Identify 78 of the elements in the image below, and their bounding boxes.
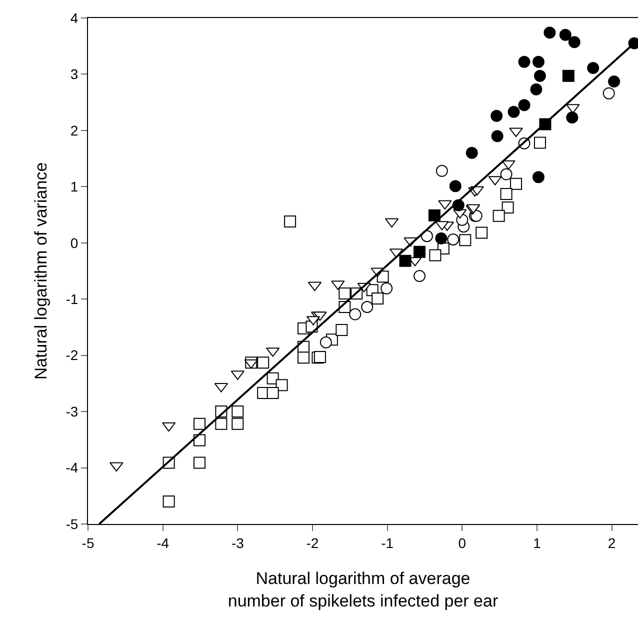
point [544, 26, 556, 39]
point [298, 352, 310, 364]
y-tick-label: 0 [70, 234, 78, 251]
y-tick-label: 3 [70, 66, 78, 82]
y-tick-label: 1 [70, 178, 78, 195]
point [562, 70, 574, 82]
x-tick-label: 1 [533, 534, 542, 551]
x-tick-label: 2 [608, 534, 616, 551]
y-tick-label: -5 [66, 516, 78, 532]
point [476, 226, 488, 239]
point [509, 128, 523, 138]
x-tick-label: -1 [381, 534, 394, 551]
point [257, 356, 270, 369]
point [435, 232, 448, 244]
point [568, 36, 580, 48]
x-tick-label: 0 [458, 534, 466, 551]
x-axis-title: Natural logarithm of average number of spikelets infected per ear [228, 569, 498, 610]
point [510, 178, 522, 190]
point [361, 300, 374, 313]
point [502, 160, 516, 170]
point [447, 234, 460, 246]
point [194, 456, 206, 469]
point [414, 246, 426, 258]
point [502, 201, 514, 214]
point [534, 70, 546, 82]
point [276, 379, 288, 392]
y-tick-label: -3 [66, 403, 78, 420]
point [162, 496, 175, 508]
point [438, 200, 452, 210]
point [492, 210, 505, 222]
point [194, 418, 206, 430]
point [232, 406, 244, 418]
point [338, 287, 351, 300]
point [532, 171, 544, 184]
point [380, 282, 393, 294]
point [459, 234, 472, 246]
x-tick-label: -4 [156, 534, 170, 551]
point [518, 99, 530, 112]
point [491, 130, 504, 142]
x-tick-label: -2 [306, 534, 319, 551]
point [399, 254, 412, 267]
y-tick-label: -2 [66, 347, 78, 364]
point [559, 28, 572, 41]
point [215, 418, 228, 430]
point [284, 216, 296, 228]
point [534, 136, 546, 149]
point [449, 180, 462, 192]
y-tick-label: 4 [70, 10, 78, 26]
y-tick-label: 2 [70, 122, 78, 138]
y-axis-title: Natural logarithm of variance [31, 162, 50, 380]
point [532, 56, 544, 68]
point [336, 324, 348, 336]
point [587, 62, 600, 74]
point [566, 112, 578, 124]
point [608, 76, 620, 88]
x-tick-label: -3 [231, 534, 244, 551]
point [602, 87, 615, 100]
point [518, 56, 530, 68]
point [530, 83, 542, 96]
point [372, 292, 384, 305]
point [428, 209, 440, 222]
point [266, 387, 279, 399]
point [490, 110, 503, 122]
point [414, 270, 426, 282]
x-tick-label: -5 [82, 534, 94, 551]
point [466, 146, 478, 159]
y-tick-label: -1 [66, 291, 78, 308]
point [500, 168, 512, 180]
point [320, 336, 332, 348]
point [232, 418, 244, 430]
point [110, 462, 124, 472]
point [436, 164, 448, 177]
point [429, 249, 442, 262]
point [349, 308, 362, 320]
y-tick-label: -4 [66, 460, 78, 476]
point [500, 188, 512, 200]
point [508, 106, 520, 118]
point [244, 359, 258, 369]
